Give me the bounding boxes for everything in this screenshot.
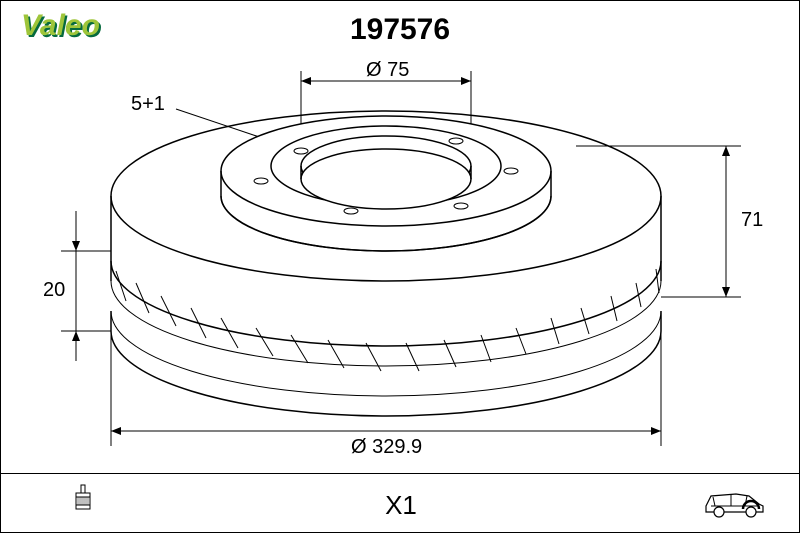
label-rotor-thickness: 20 bbox=[43, 279, 65, 302]
ventilation-slots bbox=[111, 269, 661, 396]
friction-top bbox=[111, 261, 661, 346]
label-hub-diameter: Ø 75 bbox=[366, 59, 409, 82]
label-outer-diameter: Ø 329.9 bbox=[351, 436, 422, 459]
dim-outer-diameter bbox=[111, 331, 661, 446]
label-overall-height: 71 bbox=[741, 209, 763, 232]
disc-bottom bbox=[111, 331, 661, 416]
dim-rotor-thickness bbox=[61, 211, 111, 361]
svg-text:Valeo: Valeo bbox=[21, 9, 100, 42]
diagram-container: Valeo Valeo 197576 bbox=[0, 0, 800, 533]
disc-side-icon bbox=[61, 480, 111, 530]
technical-drawing: Ø 75 5+1 71 20 Ø 329.9 bbox=[1, 51, 800, 471]
quantity-label: X1 bbox=[385, 490, 417, 521]
dim-overall-height bbox=[576, 146, 741, 297]
car-icon bbox=[701, 484, 771, 524]
label-bolt-pattern: 5+1 bbox=[131, 93, 165, 116]
footer: X1 bbox=[1, 472, 800, 532]
center-bore-bottom bbox=[301, 149, 471, 209]
valeo-logo: Valeo Valeo bbox=[21, 9, 131, 52]
part-number: 197576 bbox=[350, 13, 450, 47]
